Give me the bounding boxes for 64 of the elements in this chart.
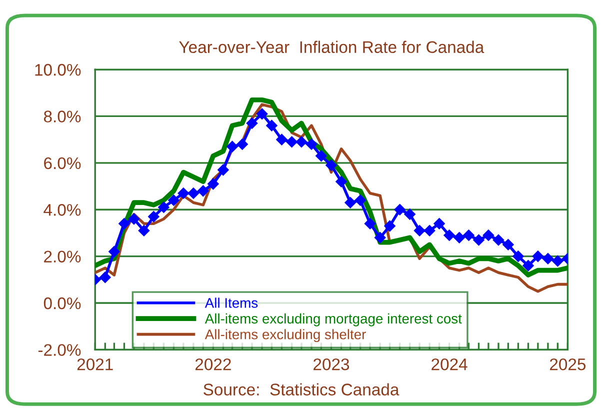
point: [444, 230, 455, 241]
point: [404, 208, 416, 220]
point: [148, 211, 160, 222]
y-tick-label: 10.0%: [35, 64, 81, 76]
legend-label: All-items excluding shelter: [204, 329, 366, 342]
point: [424, 225, 436, 236]
point: [198, 185, 209, 197]
point: [178, 188, 190, 199]
point: [226, 140, 238, 152]
point: [532, 250, 544, 262]
point: [306, 138, 318, 150]
point: [492, 234, 504, 246]
point: [138, 225, 150, 236]
point: [208, 178, 219, 190]
point: [482, 230, 494, 241]
x-tick-label: 2022: [195, 358, 231, 370]
point: [344, 197, 356, 208]
point: [286, 136, 298, 148]
y-tick-label: 8.0%: [44, 110, 81, 122]
y-tick-label: 6.0%: [44, 157, 81, 170]
y-tick-label: -2.0%: [38, 344, 81, 356]
legend-label: All Items: [204, 298, 258, 308]
point: [394, 204, 406, 216]
source-note: Source: Statistics Canada: [204, 383, 400, 396]
point: [128, 213, 140, 225]
point: [354, 194, 366, 206]
point: [414, 225, 426, 236]
y-tick-label: 0.0%: [44, 297, 81, 310]
point: [316, 150, 327, 162]
point: [118, 218, 130, 230]
point: [266, 120, 278, 132]
point: [542, 253, 554, 264]
point: [326, 160, 337, 171]
point: [374, 232, 386, 244]
point: [188, 188, 200, 199]
point: [108, 246, 120, 258]
point: [522, 260, 534, 272]
point: [168, 194, 180, 206]
legend-label: All-items excluding mortgage interest cost: [204, 313, 462, 326]
point: [276, 134, 288, 146]
point: [552, 255, 564, 267]
point: [296, 136, 308, 148]
point: [100, 272, 111, 283]
y-tick-label: 4.0%: [44, 204, 81, 216]
point: [158, 202, 170, 213]
point: [336, 176, 347, 188]
point: [256, 108, 268, 120]
x-tick-label: 2025: [550, 358, 586, 370]
point: [236, 138, 248, 150]
x-tick-label: 2021: [77, 358, 113, 370]
point: [384, 220, 396, 232]
point: [473, 234, 484, 246]
y-tick-label: 2.0%: [44, 250, 81, 263]
point: [218, 164, 229, 176]
point: [463, 230, 474, 241]
point: [502, 239, 514, 250]
point: [434, 218, 445, 230]
point: [454, 232, 465, 244]
x-tick-label: 2023: [314, 358, 350, 370]
point: [364, 218, 376, 230]
point: [512, 250, 524, 262]
x-tick-label: 2024: [432, 358, 468, 370]
chart-title: Year-over-Year Inflation Rate for Canada: [179, 40, 484, 54]
point: [246, 118, 258, 129]
